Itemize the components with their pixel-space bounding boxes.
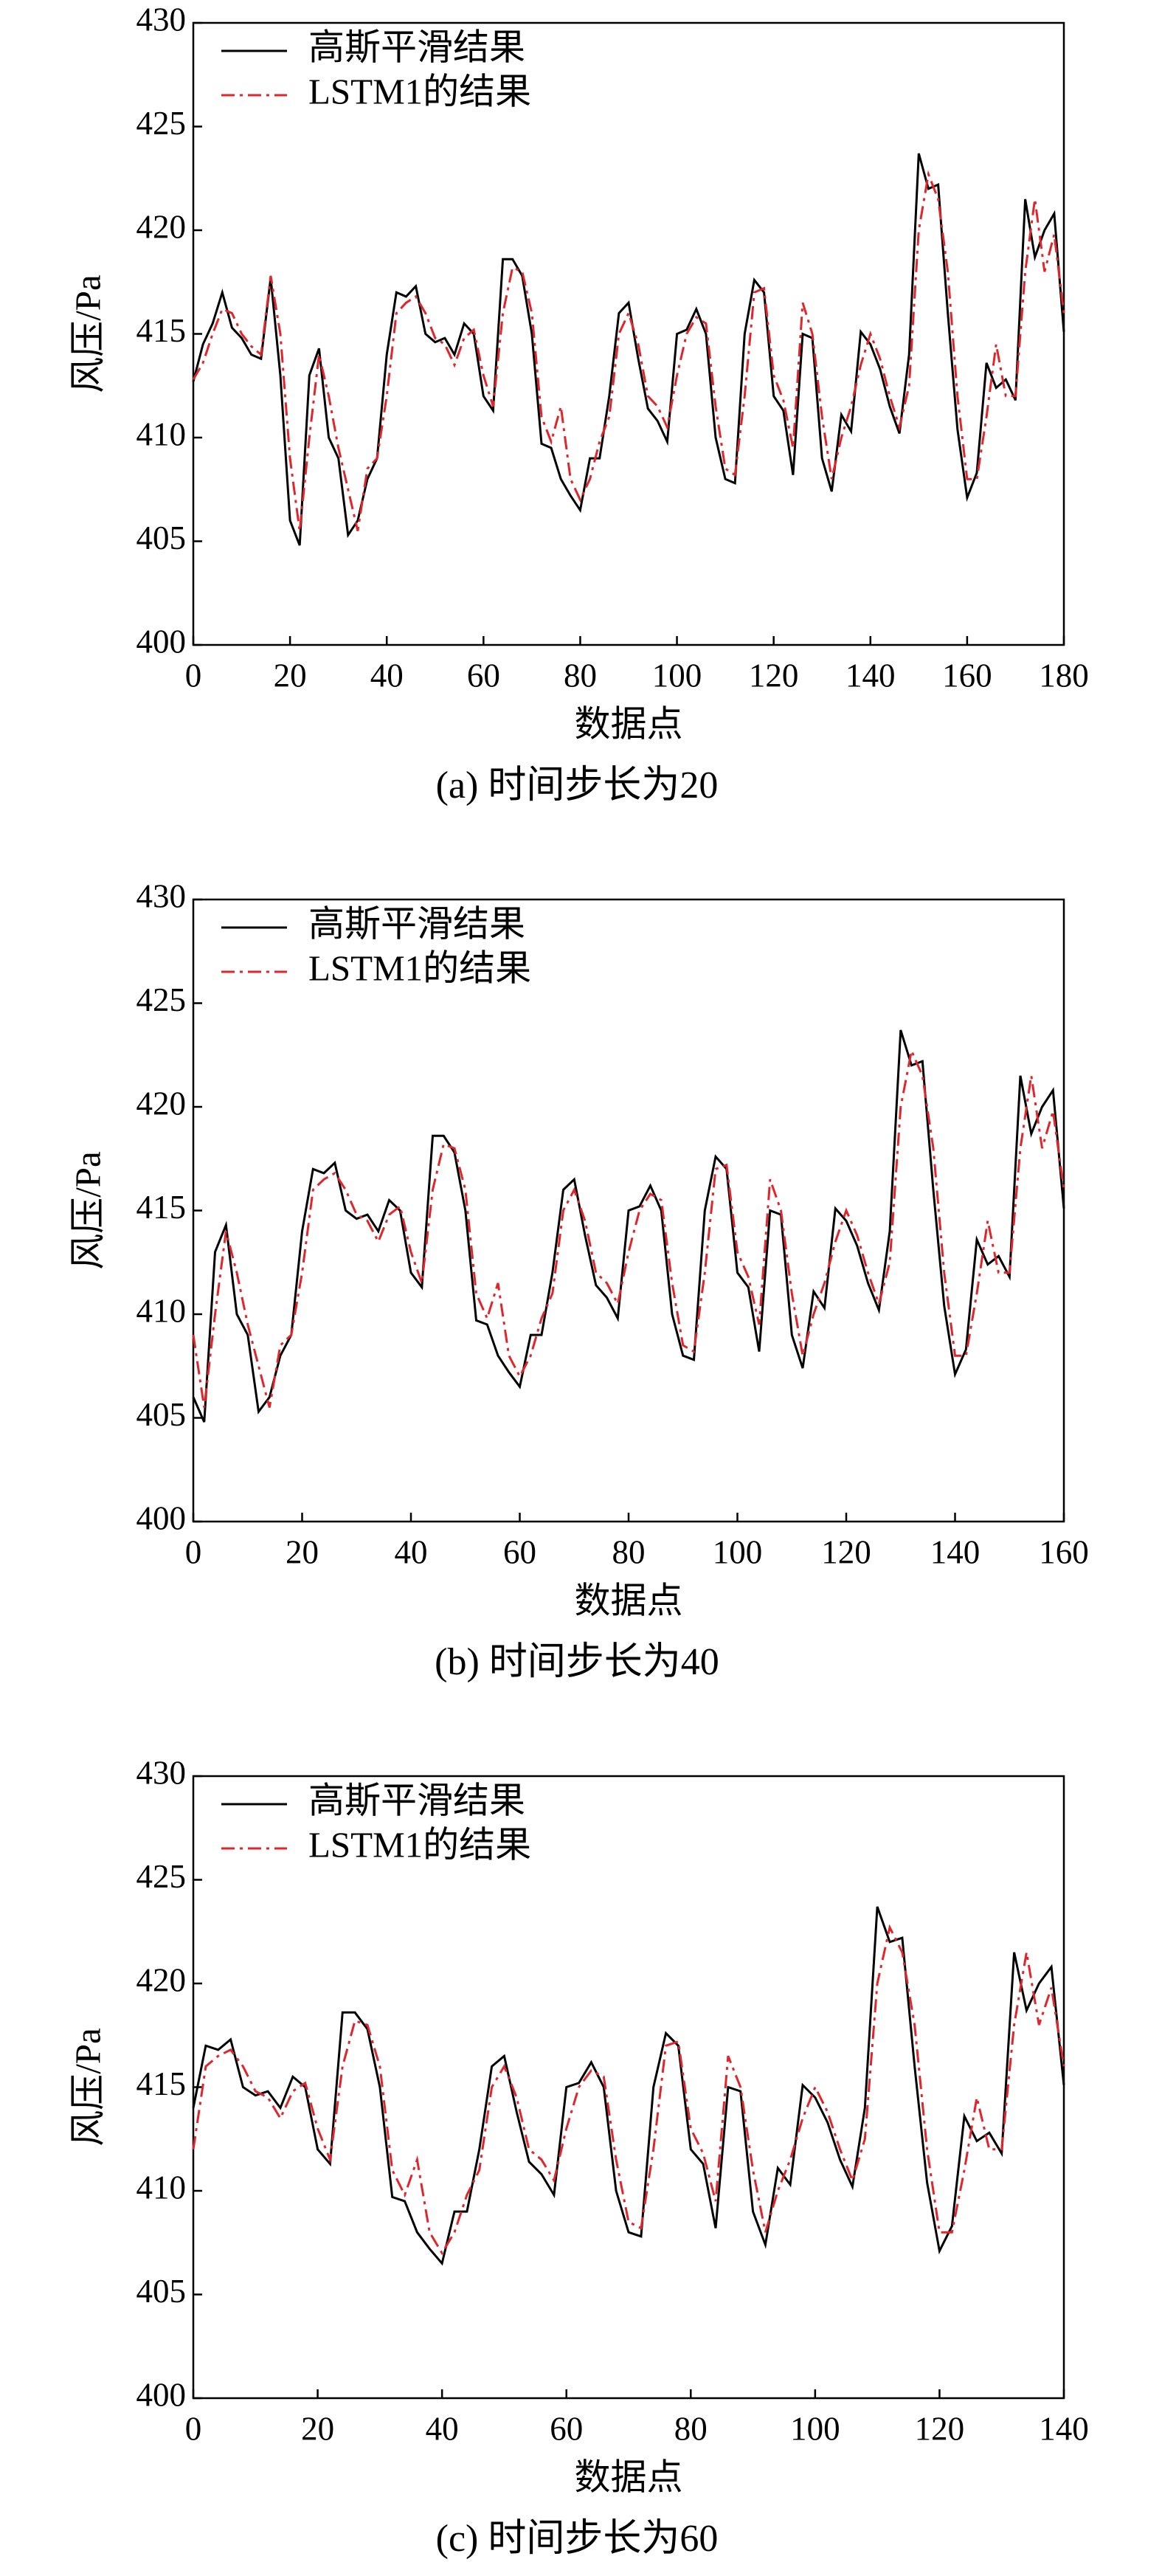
- y-tick-label: 410: [136, 415, 187, 452]
- legend-label: 高斯平滑结果: [308, 903, 525, 944]
- x-tick-label: 140: [1039, 2410, 1089, 2447]
- x-axis-label: 数据点: [574, 703, 682, 744]
- legend-label: LSTM1的结果: [308, 947, 531, 988]
- y-tick-label: 425: [136, 981, 187, 1018]
- caption: (c) 时间步长为60: [436, 2518, 719, 2560]
- y-tick-label: 400: [136, 2376, 187, 2413]
- x-tick-label: 60: [503, 1533, 536, 1570]
- x-tick-label: 180: [1039, 657, 1089, 694]
- x-tick-label: 60: [550, 2410, 583, 2447]
- x-axis-label: 数据点: [574, 1580, 682, 1620]
- y-tick-label: 405: [136, 2273, 187, 2310]
- x-tick-label: 40: [370, 657, 404, 694]
- y-tick-label: 415: [136, 1189, 187, 1226]
- x-tick-label: 160: [1039, 1533, 1089, 1570]
- x-tick-label: 20: [301, 2410, 334, 2447]
- x-tick-label: 160: [942, 657, 992, 694]
- x-tick-label: 140: [930, 1533, 981, 1570]
- y-tick-label: 405: [136, 1396, 187, 1433]
- x-tick-label: 100: [652, 657, 702, 694]
- x-tick-label: 120: [915, 2410, 965, 2447]
- series-line: [192, 1924, 1065, 2256]
- caption: (b) 时间步长为40: [435, 1641, 719, 1683]
- y-tick-label: 425: [136, 105, 187, 142]
- plot-frame: [192, 1775, 1065, 2400]
- x-tick-label: 80: [564, 657, 597, 694]
- y-tick-label: 420: [136, 1085, 187, 1122]
- y-tick-label: 400: [136, 1499, 187, 1536]
- plot-frame: [192, 21, 1065, 646]
- legend-label: LSTM1的结果: [308, 71, 531, 111]
- y-tick-label: 420: [136, 1961, 187, 1998]
- y-tick-label: 420: [136, 208, 187, 245]
- x-tick-label: 120: [821, 1533, 871, 1570]
- x-tick-label: 40: [395, 1533, 428, 1570]
- series-line: [192, 153, 1065, 546]
- x-tick-label: 20: [286, 1533, 319, 1570]
- x-tick-label: 100: [713, 1533, 763, 1570]
- y-axis-label: 风压/Pa: [67, 2028, 108, 2147]
- x-tick-label: 80: [612, 1533, 646, 1570]
- x-axis-label: 数据点: [574, 2456, 682, 2497]
- caption: (a) 时间步长为20: [436, 764, 719, 807]
- y-tick-label: 410: [136, 1292, 187, 1329]
- x-tick-label: 60: [467, 657, 500, 694]
- legend-label: LSTM1的结果: [308, 1824, 531, 1865]
- y-tick-label: 405: [136, 519, 187, 556]
- x-tick-label: 0: [185, 2410, 202, 2447]
- series-line: [192, 170, 1065, 531]
- x-tick-label: 0: [185, 1533, 202, 1570]
- series-line: [192, 1047, 1065, 1408]
- y-tick-label: 430: [136, 1754, 187, 1791]
- x-tick-label: 100: [790, 2410, 840, 2447]
- y-tick-label: 430: [136, 1, 187, 38]
- y-tick-label: 415: [136, 312, 187, 349]
- y-axis-label: 风压/Pa: [67, 274, 108, 393]
- y-tick-label: 400: [136, 623, 187, 660]
- x-tick-label: 80: [674, 2410, 708, 2447]
- y-axis-label: 风压/Pa: [67, 1151, 108, 1270]
- x-tick-label: 0: [185, 657, 202, 694]
- y-tick-label: 430: [136, 877, 187, 914]
- x-tick-label: 40: [426, 2410, 459, 2447]
- y-tick-label: 410: [136, 2169, 187, 2206]
- series-line: [192, 1906, 1065, 2266]
- series-line: [192, 1029, 1065, 1423]
- y-tick-label: 415: [136, 2065, 187, 2102]
- x-tick-label: 20: [274, 657, 307, 694]
- x-tick-label: 120: [749, 657, 799, 694]
- legend-label: 高斯平滑结果: [308, 27, 525, 67]
- x-tick-label: 140: [845, 657, 896, 694]
- y-tick-label: 425: [136, 1858, 187, 1895]
- legend-label: 高斯平滑结果: [308, 1780, 525, 1820]
